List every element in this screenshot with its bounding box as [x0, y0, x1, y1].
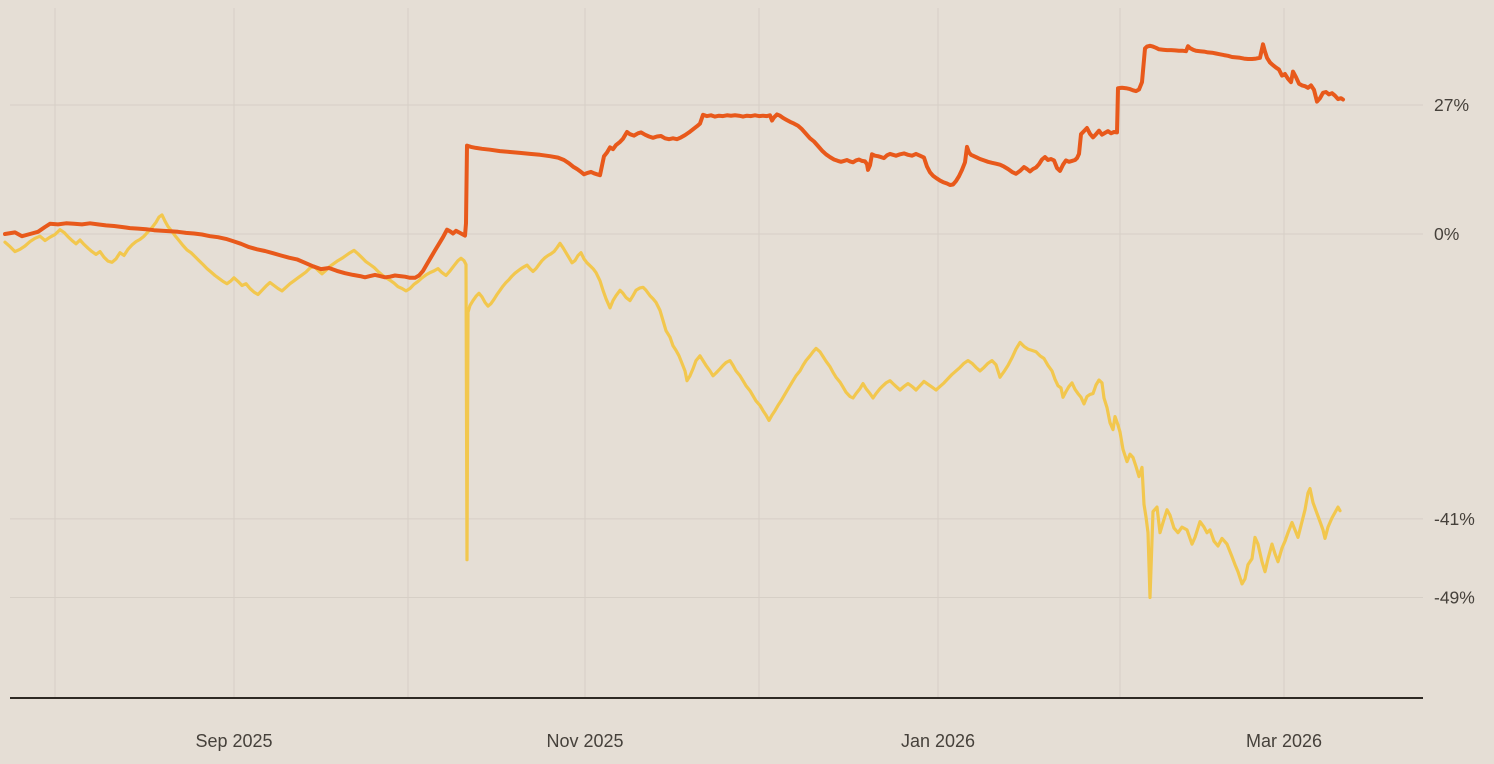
gridlines-horizontal	[10, 104, 1423, 598]
y-tick-labels: 27% 0% -41% -49%	[1434, 95, 1475, 608]
gridlines-vertical	[54, 8, 1285, 697]
series-orange-line	[3, 42, 1345, 280]
series-yellow-line	[3, 213, 1342, 600]
y-axis-tick-label: -41%	[1434, 509, 1475, 529]
x-axis-tick-label: Jan 2026	[901, 731, 975, 751]
x-axis-tick-label: Nov 2025	[546, 731, 623, 751]
x-axis-tick-label: Sep 2025	[195, 731, 272, 751]
y-axis-tick-label: -49%	[1434, 587, 1475, 607]
y-axis-tick-label: 27%	[1434, 95, 1469, 115]
y-axis-tick-label: 0%	[1434, 224, 1459, 244]
x-axis-tick-label: Mar 2026	[1246, 731, 1322, 751]
x-tick-labels: Sep 2025 Nov 2025 Jan 2026 Mar 2026	[195, 731, 1322, 751]
